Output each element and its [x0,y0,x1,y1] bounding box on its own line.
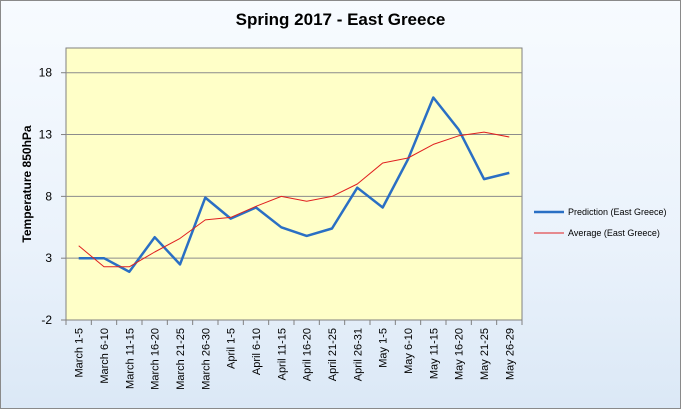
x-tick-label: May 21-25 [479,328,491,380]
series-lines [78,96,510,274]
x-tick-label: April 6-10 [251,328,263,375]
x-tick-label: May 16-20 [454,328,466,380]
legend-label: Average (East Greece) [568,228,660,238]
x-tick-label: May 6-10 [403,328,415,374]
legend-label: Prediction (East Greece) [568,207,667,217]
x-tick-label: March 6-10 [99,328,111,384]
x-tick-label: March 1-5 [74,328,86,378]
plot-area [65,47,523,321]
y-tick-label: -2 [41,313,52,327]
x-axis-ticks: March 1-5 March 6-10 March 11-15 March 16-2… [65,320,523,390]
x-tick-label: March 21-25 [175,328,187,390]
y-tick-label: 8 [45,189,52,203]
x-tick-label: March 11-15 [124,328,136,389]
x-tick-label: April 16-20 [302,328,314,381]
x-tick-label: May 1-5 [378,328,390,368]
series-line-2 [78,131,510,268]
y-tick-label: 18 [39,66,53,80]
y-axis-ticks: -2 3 8 13 18 [39,66,66,327]
y-axis-label: Temperature 850hPa [20,125,34,242]
legend: Prediction (East Greece) Average (East Gr… [534,207,667,238]
y-tick-label: 3 [45,251,52,265]
y-tick-label: 13 [39,128,53,142]
series-line-1 [78,96,510,274]
x-tick-label: April 21-25 [327,328,339,381]
x-tick-label: May 26-29 [504,328,516,380]
x-tick-label: April 1-5 [226,328,238,369]
x-tick-label: March 26-30 [200,328,212,390]
chart-title: Spring 2017 - East Greece [235,10,446,29]
x-tick-label: April 26-31 [352,328,364,381]
x-tick-label: May 11-15 [428,328,440,379]
x-tick-label: March 16-20 [150,328,162,390]
gridlines [66,72,522,259]
x-tick-label: April 11-15 [276,328,288,380]
